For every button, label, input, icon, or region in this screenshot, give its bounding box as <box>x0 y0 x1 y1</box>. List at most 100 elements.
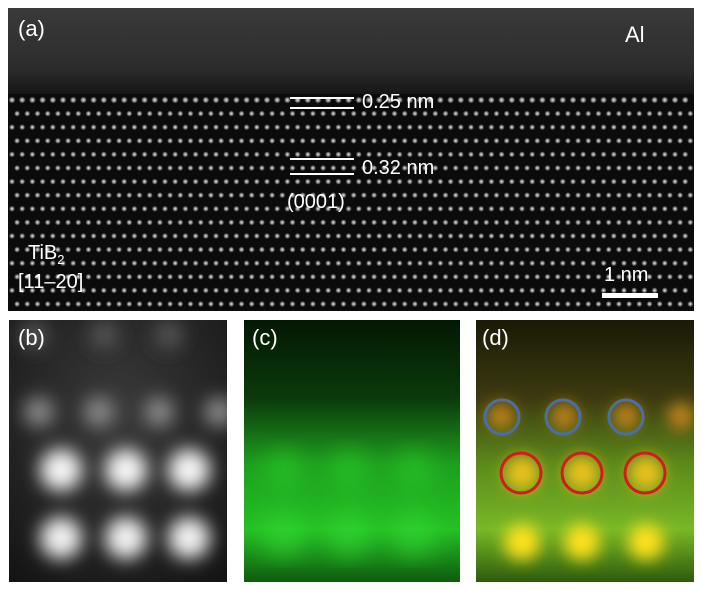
atom-column <box>192 287 199 294</box>
atom-column <box>258 246 265 253</box>
atom-column <box>462 246 469 253</box>
atom-column <box>641 233 648 239</box>
atom-column <box>136 246 143 253</box>
atom-column <box>228 219 235 226</box>
atom-column <box>156 273 163 280</box>
atom-column <box>14 273 21 280</box>
atom-column <box>121 233 128 239</box>
atom-column <box>544 110 551 117</box>
atom-column <box>401 301 408 307</box>
atom-column <box>80 96 87 104</box>
atom-column <box>172 233 179 239</box>
atom-column <box>672 205 678 212</box>
atom-column <box>182 205 189 212</box>
atom-column <box>559 205 566 212</box>
atom-column <box>85 273 92 280</box>
atom-column <box>437 96 444 104</box>
atom-column <box>218 219 225 226</box>
atom-column <box>156 137 163 144</box>
atom-column <box>197 192 204 199</box>
atom-column <box>105 246 112 253</box>
atom-column <box>75 246 82 253</box>
atom-column <box>100 287 107 294</box>
atom-column <box>304 124 311 131</box>
atom-column <box>452 219 459 226</box>
atom-column <box>452 273 459 280</box>
atom-column <box>605 301 612 307</box>
atom-column <box>661 151 668 158</box>
atom-column <box>309 110 316 117</box>
atom-column <box>44 301 51 307</box>
atom-column <box>151 287 158 294</box>
atom-column <box>177 219 184 226</box>
atom-column <box>34 165 41 171</box>
atom-column <box>539 260 546 267</box>
atom-column <box>666 192 673 199</box>
atom-column <box>248 165 255 171</box>
atom-column <box>365 96 373 104</box>
atom-column <box>590 260 597 267</box>
atom-column <box>524 273 531 280</box>
atom-column <box>417 260 423 267</box>
atom-column <box>105 219 112 226</box>
atom-column <box>335 233 342 239</box>
atom-column <box>24 165 31 171</box>
atom-column <box>141 233 148 239</box>
atom-column <box>529 178 536 185</box>
atom-column <box>161 96 169 104</box>
atom-column <box>575 301 582 307</box>
atom-column <box>187 273 194 280</box>
atom-column <box>258 192 265 199</box>
atom-column <box>391 246 398 253</box>
atom-column <box>289 301 296 307</box>
atom-column <box>39 205 46 212</box>
atom-column <box>213 151 219 158</box>
atom-column <box>202 287 209 294</box>
atom-column <box>468 178 474 185</box>
atom-column <box>432 165 439 171</box>
atom-column <box>534 110 541 117</box>
atom-column <box>111 287 117 294</box>
atom-column <box>355 124 362 131</box>
atom-column <box>503 219 510 226</box>
atom-column <box>371 219 378 226</box>
atom-column <box>457 96 465 104</box>
atom-column <box>345 151 352 158</box>
atom-column <box>9 205 15 212</box>
panel-c-image <box>244 320 460 582</box>
atom-column <box>437 233 444 239</box>
atom-column <box>54 165 61 171</box>
atom-column <box>366 178 372 185</box>
atom-column <box>682 260 689 267</box>
atom-column <box>529 151 536 158</box>
atom-column <box>646 110 653 117</box>
atom-column <box>376 205 383 212</box>
atom-column <box>202 124 209 131</box>
atom-column <box>248 137 255 144</box>
atom-column <box>575 192 582 199</box>
atom-column <box>360 273 367 280</box>
atom-column <box>559 287 566 294</box>
atom-column <box>422 137 429 144</box>
atom-column <box>9 287 15 294</box>
atom-column <box>24 110 31 117</box>
atom-column <box>355 287 362 294</box>
atom-column <box>580 233 587 239</box>
atom-column <box>585 137 592 144</box>
atom-column <box>238 246 245 253</box>
atom-column <box>54 301 61 307</box>
atom-column <box>294 151 301 158</box>
atom-column <box>401 192 408 199</box>
atom-column <box>85 110 92 117</box>
atom-column <box>534 301 541 307</box>
atom-column <box>192 205 199 212</box>
atom-column <box>513 219 520 226</box>
atom-column <box>468 205 474 212</box>
atom-column <box>559 124 566 131</box>
atom-column <box>8 96 16 104</box>
atom-column <box>549 178 556 185</box>
atom-column <box>508 287 515 294</box>
atom-column <box>672 151 678 158</box>
atom-column <box>253 287 260 294</box>
atom-column <box>371 273 378 280</box>
